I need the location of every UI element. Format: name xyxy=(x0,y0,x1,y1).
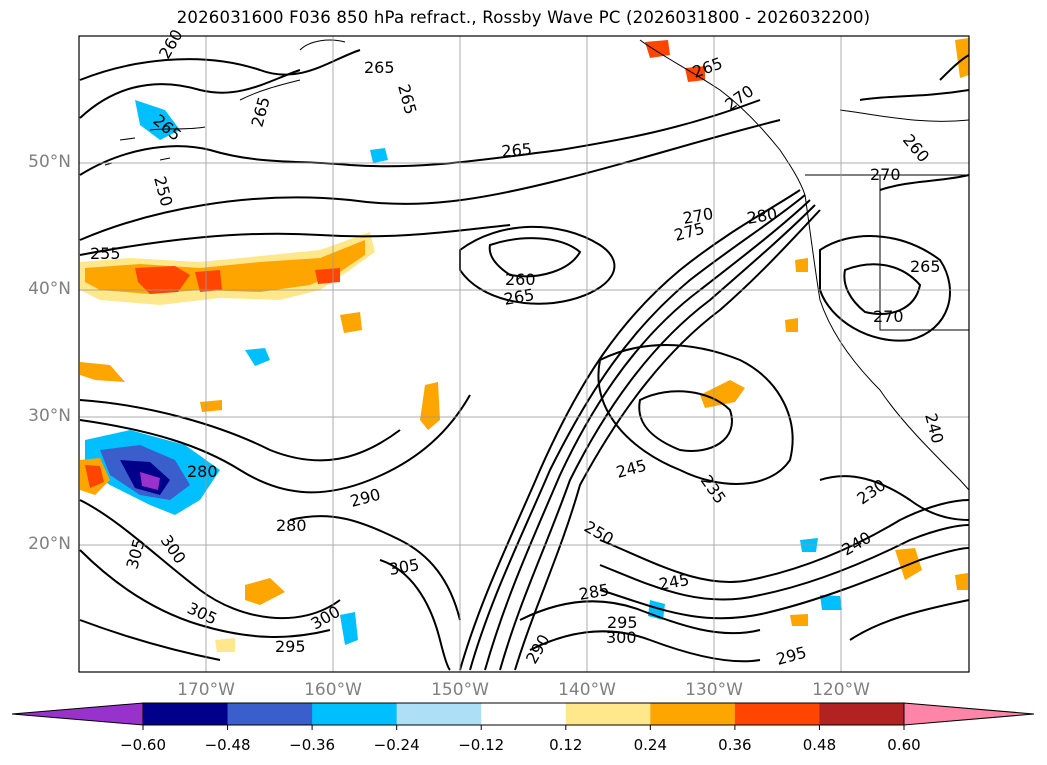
colorbar-segment xyxy=(650,703,736,725)
colorbar-tick-label: 0.36 xyxy=(718,736,752,754)
lat-label: 30°N xyxy=(28,406,71,426)
contour-label: 270 xyxy=(721,81,757,114)
colorbar-segment xyxy=(143,703,229,725)
contour-label: 245 xyxy=(657,570,690,594)
lon-label: 170°W xyxy=(177,680,235,700)
colorbar-tick-label: 0.24 xyxy=(633,736,668,754)
lon-label: 140°W xyxy=(558,680,616,700)
contour-label: 305 xyxy=(184,598,220,628)
colorbar-tick-label: 0.48 xyxy=(802,736,837,754)
lat-label: 20°N xyxy=(28,534,71,554)
lat-label: 40°N xyxy=(28,279,71,299)
contour-label: 280 xyxy=(187,462,218,481)
plot-frame xyxy=(78,35,970,673)
contour-label: 305 xyxy=(123,537,149,571)
colorbar-segment xyxy=(904,703,1034,725)
contour-lines xyxy=(79,49,970,671)
contour-label: 265 xyxy=(394,82,420,116)
colorbar-tick-label: −0.36 xyxy=(289,736,336,754)
contour-label: 250 xyxy=(150,174,176,208)
lon-label: 130°W xyxy=(685,680,743,700)
map-plot: 260 265 265 265 265 250 255 265 260 270 … xyxy=(78,26,970,673)
contour-label: 270 xyxy=(681,204,714,228)
colorbar-segment xyxy=(227,703,313,725)
contour-label: 285 xyxy=(577,580,610,604)
contour-label: 290 xyxy=(348,485,382,511)
contour-label: 280 xyxy=(276,516,307,535)
colorbar-segment xyxy=(12,703,143,725)
coastlines xyxy=(104,39,970,491)
contour-label: 265 xyxy=(690,53,725,81)
contour-label: 265 xyxy=(910,257,941,276)
colorbar-right-arrow xyxy=(903,702,1035,726)
lat-label: 50°N xyxy=(28,152,71,172)
contour-label: 295 xyxy=(774,643,808,669)
contour-label: 295 xyxy=(607,613,638,632)
contour-label: 300 xyxy=(157,531,190,567)
contour-label: 255 xyxy=(90,244,121,263)
contour-label: 295 xyxy=(275,637,306,656)
contour-label: 265 xyxy=(248,95,274,129)
colorbar-segment xyxy=(734,703,820,725)
contour-label: 245 xyxy=(614,456,648,482)
colorbar-tick-label: 0.12 xyxy=(549,736,583,754)
contour-label: 265 xyxy=(501,139,533,161)
colorbar-tick-label: −0.24 xyxy=(373,736,420,754)
contour-label: 265 xyxy=(502,285,535,309)
colorbar-tick-label: −0.60 xyxy=(120,736,166,754)
colorbar-segment xyxy=(396,703,482,725)
contour-label: 240 xyxy=(839,528,875,560)
colorbar-segment xyxy=(481,703,567,725)
contour-label: 240 xyxy=(921,411,947,445)
colorbar-tick-label: −0.48 xyxy=(204,736,251,754)
contour-label: 260 xyxy=(899,130,933,166)
lon-label: 120°W xyxy=(812,680,870,700)
lon-label: 160°W xyxy=(304,680,362,700)
grid-lines xyxy=(79,36,969,672)
contour-label: 300 xyxy=(308,602,344,634)
lon-label: 150°W xyxy=(431,680,489,700)
colorbar-tick-label: −0.12 xyxy=(458,736,505,754)
contour-label: 265 xyxy=(364,58,395,77)
colorbar-segment xyxy=(565,703,651,725)
contour-label: 280 xyxy=(745,204,778,228)
map-title: 2026031600 F036 850 hPa refract., Rossby… xyxy=(176,8,871,27)
colorbar-tick-label: 0.60 xyxy=(887,736,921,754)
contour-label: 230 xyxy=(853,475,889,508)
colorbar-segment xyxy=(312,703,398,725)
contour-label: 270 xyxy=(873,307,904,326)
contour-label: 235 xyxy=(697,471,730,507)
contour-label: 305 xyxy=(387,555,420,579)
colorbar xyxy=(11,702,1035,730)
contour-label: 260 xyxy=(505,270,536,289)
contour-label: 260 xyxy=(155,26,187,62)
colorbar-segment xyxy=(819,703,905,725)
contour-label: 300 xyxy=(606,628,637,647)
contour-label: 270 xyxy=(870,165,901,184)
colorbar-segments xyxy=(12,703,1034,725)
